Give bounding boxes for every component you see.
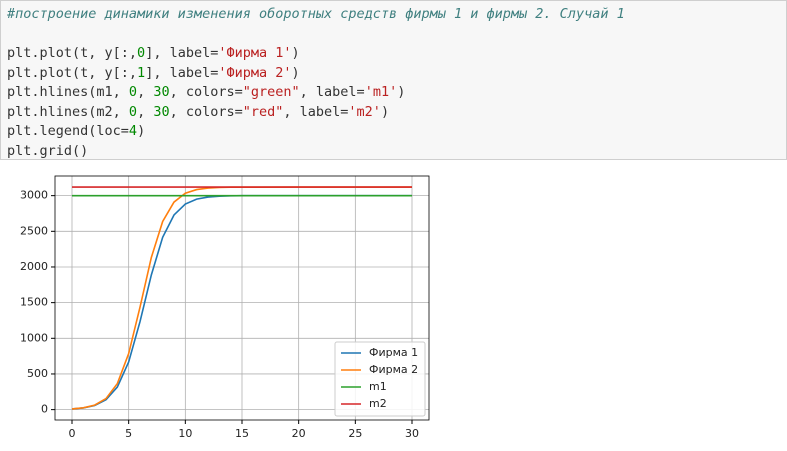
code-line: plt.plot(t, y[:,1], label='Фирма 2') <box>7 64 780 84</box>
code-token: ) <box>137 123 146 139</box>
code-token: 1 <box>137 64 146 81</box>
code-token: 0 <box>128 103 138 120</box>
code-token: , colors= <box>169 103 243 120</box>
code-token: plt.legend(loc= <box>7 123 129 139</box>
code-cell[interactable]: #построение динамики изменения оборотных… <box>0 0 787 160</box>
x-tick-label: 0 <box>69 427 76 440</box>
code-token: , colors= <box>169 84 243 100</box>
y-tick-label: 2500 <box>20 224 48 237</box>
y-tick-label: 1000 <box>20 331 48 344</box>
y-tick-label: 500 <box>27 367 48 380</box>
code-token: 'Фирма 1' <box>218 45 292 61</box>
code-token: plt.plot(t, y[:, <box>7 45 138 61</box>
y-tick-label: 2000 <box>20 260 48 273</box>
code-token: 0 <box>128 84 138 100</box>
code-line: plt.legend(loc=4) <box>7 122 780 142</box>
code-line: plt.hlines(m1, 0, 30, colors="green", la… <box>7 83 780 103</box>
code-token: plt.hlines(m2, <box>7 103 129 120</box>
legend-box <box>334 341 426 417</box>
legend: Фирма 1 Фирма 2 m1 m2 <box>334 341 426 417</box>
code-line: plt.grid() <box>7 142 780 162</box>
code-token: plt.grid() <box>7 142 89 159</box>
x-tick-label: 25 <box>348 427 362 440</box>
y-tick-label: 0 <box>41 403 48 416</box>
code-line: plt.hlines(m2, 0, 30, colors="red", labe… <box>7 103 780 123</box>
code-token: 30 <box>153 103 170 120</box>
code-token: #построение динамики изменения оборотных… <box>7 6 625 22</box>
legend-label: Фирма 1 <box>369 346 418 359</box>
x-tick-label: 15 <box>235 427 249 440</box>
x-tick-label: 20 <box>292 427 306 440</box>
x-tick-label: 30 <box>405 427 419 440</box>
code-line <box>7 25 780 45</box>
chart: 0 500 1000 1500 2000 2500 3000 0 5 10 15 20 25 30 Фирм… <box>20 175 430 440</box>
code-token: ], label= <box>145 64 219 81</box>
code-token: "green" <box>242 84 300 100</box>
code-token: 4 <box>128 123 138 139</box>
code-line: #построение динамики изменения оборотных… <box>7 5 780 25</box>
axes-frame <box>54 175 430 421</box>
code-token: , <box>137 84 154 100</box>
x-tick-label: 5 <box>125 427 132 440</box>
code-token: 0 <box>137 45 146 61</box>
code-token: , label= <box>283 103 349 120</box>
y-tick-label: 3000 <box>20 189 48 202</box>
code-token: 30 <box>153 84 170 100</box>
legend-label: m1 <box>369 380 387 393</box>
code: #построение динамики изменения оборотных… <box>1 1 786 165</box>
code-token: ) <box>291 45 300 61</box>
code-token: 'Фирма 2' <box>218 64 292 81</box>
code-token: plt.plot(t, y[:, <box>7 64 138 81</box>
code-line: plt.plot(t, y[:,0], label='Фирма 1') <box>7 44 780 64</box>
code-token: ], label= <box>145 45 219 61</box>
legend-label: m2 <box>369 397 387 410</box>
y-tick-label: 1500 <box>20 296 48 309</box>
code-token: , <box>137 103 154 120</box>
code-token: 'm2' <box>348 103 381 120</box>
x-tick-label: 10 <box>178 427 192 440</box>
code-token: ) <box>380 103 390 120</box>
code-token: plt.hlines(m1, <box>7 84 129 100</box>
code-token: , label= <box>299 84 365 100</box>
code-token: ) <box>291 64 300 81</box>
code-token: 'm1' <box>364 84 398 100</box>
legend-label: Фирма 2 <box>369 363 418 376</box>
code-token: "red" <box>242 103 284 120</box>
code-token: ) <box>397 84 406 100</box>
